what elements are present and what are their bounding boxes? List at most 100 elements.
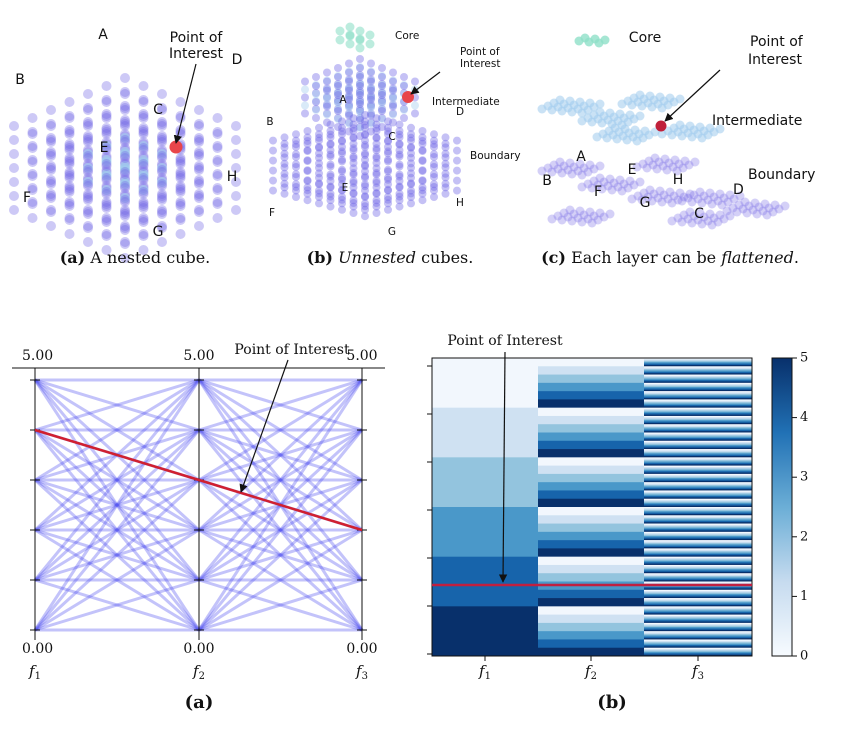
dot (326, 152, 335, 161)
dot (407, 193, 415, 201)
panel-label: A (98, 27, 108, 43)
cell (644, 596, 752, 599)
polyline-segment (197, 379, 364, 581)
dot (584, 37, 594, 47)
dot (27, 157, 38, 167)
panel-label: F (594, 184, 602, 200)
dot (356, 72, 364, 80)
dot (612, 134, 622, 144)
dot (326, 202, 335, 211)
dot (212, 143, 223, 153)
dot (334, 72, 342, 80)
dot (315, 143, 323, 152)
dot (194, 149, 204, 159)
dot (725, 190, 735, 200)
dot (349, 159, 358, 167)
cell (644, 359, 752, 362)
cell (538, 490, 644, 500)
cell (644, 446, 752, 448)
dot (64, 145, 75, 155)
dot (194, 133, 204, 143)
dot (345, 86, 353, 95)
dot (101, 173, 112, 183)
dot (418, 137, 427, 145)
dot (707, 199, 717, 209)
dot (760, 199, 770, 209)
dot (632, 136, 642, 146)
polyline-segment (34, 528, 200, 632)
cell (538, 449, 644, 458)
dot (645, 185, 655, 195)
dot (683, 193, 693, 203)
axis-label-base: f (584, 662, 593, 680)
cell (644, 508, 752, 511)
dot (356, 73, 364, 81)
dot (46, 119, 56, 129)
dot (338, 155, 346, 164)
dot (175, 197, 186, 207)
dot (101, 197, 112, 207)
dot (587, 117, 597, 127)
caption-label: (c) (541, 248, 566, 267)
dot (269, 136, 277, 145)
dot (301, 109, 309, 118)
cell (644, 471, 752, 473)
dot (312, 81, 320, 89)
cell (644, 497, 752, 500)
dot (378, 91, 386, 99)
dot (280, 169, 289, 178)
dot (46, 121, 56, 131)
cell (644, 552, 752, 555)
dot (547, 105, 557, 115)
dot (563, 212, 573, 222)
dot (453, 136, 461, 145)
cell (644, 585, 752, 588)
dot (378, 99, 386, 107)
dot (400, 82, 408, 90)
polyline-segment (198, 478, 363, 582)
tick-label: 5.00 (183, 348, 214, 364)
cell (644, 544, 752, 546)
axis-label-base: f (478, 662, 487, 680)
dot (705, 188, 715, 198)
dot (231, 191, 241, 201)
cell (644, 402, 752, 404)
cell (644, 606, 752, 609)
dot (231, 177, 241, 187)
dot (367, 119, 375, 128)
dot (345, 77, 353, 86)
dot (138, 173, 149, 183)
dot (231, 163, 241, 173)
dot (334, 97, 342, 105)
dot (453, 166, 461, 175)
dot (609, 178, 619, 188)
dot (120, 101, 130, 111)
cell (538, 589, 644, 599)
cell (644, 407, 752, 410)
cell (644, 639, 752, 642)
dot (315, 130, 323, 139)
panel-label: E (342, 182, 349, 194)
polyline-segment (34, 478, 200, 582)
colorbar (771, 357, 793, 657)
dot (303, 133, 312, 142)
dot (577, 116, 587, 126)
tick-label: 0.00 (346, 641, 377, 657)
cell (644, 651, 752, 654)
dot (677, 196, 687, 206)
dot (64, 127, 75, 137)
dot (355, 26, 365, 36)
dot (301, 85, 309, 94)
dot (46, 137, 56, 147)
dot (280, 133, 289, 142)
cell (644, 455, 752, 458)
dot (557, 106, 567, 116)
dot (719, 193, 729, 203)
cell (644, 654, 752, 657)
cell (644, 516, 752, 519)
dot (407, 186, 415, 195)
polyline-segment (34, 528, 200, 582)
dot (750, 198, 760, 208)
dot (334, 89, 342, 97)
panel-label: Point of (170, 30, 224, 46)
